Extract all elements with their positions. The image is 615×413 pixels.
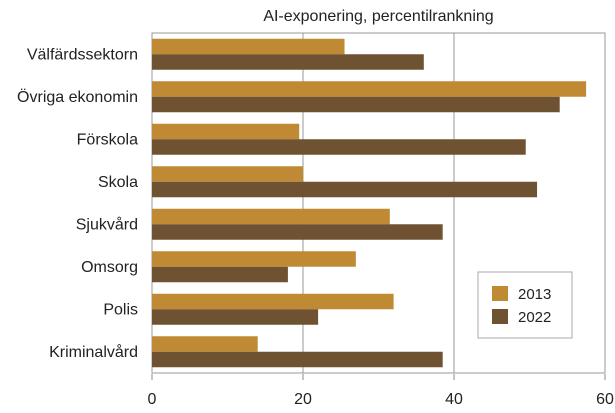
category-label: Polis bbox=[103, 301, 138, 318]
bar-2013-1 bbox=[152, 38, 345, 55]
category-label: Välfärdssektorn bbox=[27, 46, 138, 63]
bar-2013-6 bbox=[152, 251, 356, 267]
bar-2022-8 bbox=[152, 351, 443, 368]
plot-frame bbox=[151, 32, 606, 374]
bar-2022-3 bbox=[152, 139, 526, 155]
bar-2013-4 bbox=[152, 166, 303, 182]
legend-swatch-2022 bbox=[492, 309, 508, 324]
bar-2022-5 bbox=[152, 224, 443, 240]
bar-2013-8 bbox=[152, 336, 258, 352]
bar-2022-4 bbox=[152, 181, 538, 198]
category-label: Kriminalvård bbox=[49, 343, 138, 361]
chart-title: AI-exponering, percentilrankning bbox=[263, 8, 494, 25]
legend-box bbox=[477, 271, 573, 339]
x-tick-label: 0 bbox=[148, 391, 157, 408]
category-label: Förskola bbox=[77, 131, 138, 148]
legend-label-2022: 2022 bbox=[518, 309, 551, 326]
bar-2013-7 bbox=[152, 293, 394, 310]
category-label: Sjukvård bbox=[76, 215, 138, 233]
legend-label-2013: 2013 bbox=[518, 286, 551, 303]
category-label: Skola bbox=[98, 174, 138, 191]
bar-2022-2 bbox=[152, 96, 560, 113]
x-tick-label: 40 bbox=[445, 391, 463, 408]
bar-2013-5 bbox=[152, 208, 390, 225]
x-tick-label: 20 bbox=[294, 391, 312, 408]
bar-2022-6 bbox=[152, 266, 288, 283]
x-tick-label: 60 bbox=[596, 391, 614, 408]
bar-2022-7 bbox=[152, 309, 319, 325]
category-label: Omsorg bbox=[81, 259, 138, 276]
bar-2013-3 bbox=[152, 123, 300, 140]
category-label: Övriga ekonomin bbox=[17, 88, 138, 106]
legend-swatch-2013 bbox=[492, 286, 508, 301]
bar-2022-1 bbox=[152, 54, 424, 70]
bar-2013-2 bbox=[152, 81, 587, 97]
